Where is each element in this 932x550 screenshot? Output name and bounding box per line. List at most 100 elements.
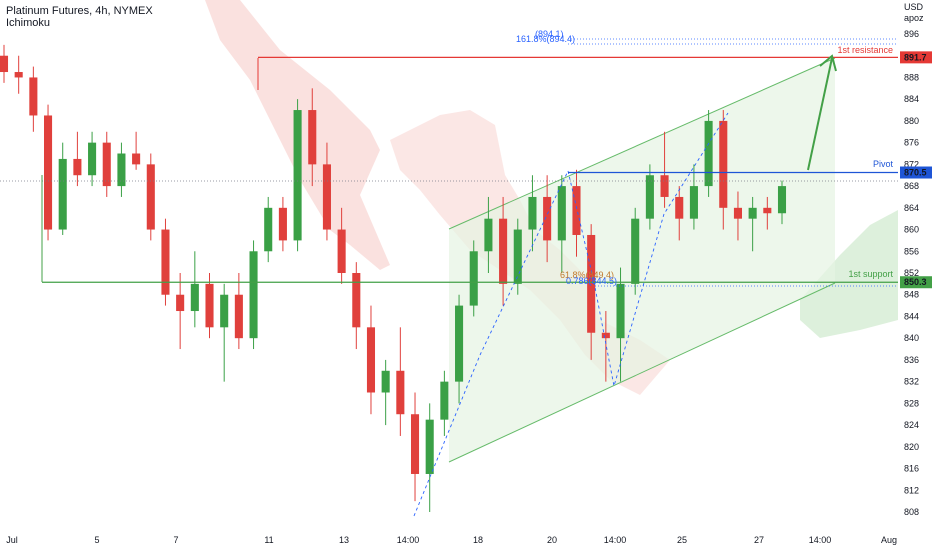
y-tick-label: 856: [904, 246, 919, 256]
x-tick-label: 5: [94, 535, 99, 545]
candle-body: [146, 164, 155, 230]
candle-body: [469, 251, 478, 306]
candle-body: [689, 186, 698, 219]
channel-lower-line: [448, 282, 836, 463]
channel-upper-line: [448, 57, 836, 230]
x-tick-label: 14:00: [604, 535, 627, 545]
candle-body: [102, 142, 111, 187]
y-tick-label: 808: [904, 507, 919, 517]
candle-body: [748, 207, 757, 219]
candle-body: [73, 158, 82, 176]
x-tick-label: 20: [547, 535, 557, 545]
candle-body: [704, 120, 713, 187]
x-tick-label: 13: [339, 535, 349, 545]
fib-ext-label: 161.8%(894.4): [516, 34, 575, 44]
candle-body: [322, 164, 331, 230]
y-tick-label: 824: [904, 420, 919, 430]
candle-body: [719, 120, 728, 208]
candle-body: [543, 196, 552, 241]
level-overlays: (894.1)161.8%(894.4) 61.8%(849.4)0.786(84…: [0, 29, 898, 517]
candle-body: [777, 186, 787, 214]
y-tick-label: 852: [904, 268, 919, 278]
x-tick-label: 11: [264, 535, 273, 545]
y-tick-label: 812: [904, 485, 919, 495]
x-tick-label: 18: [473, 535, 483, 545]
candle-body: [58, 158, 67, 230]
candle-body: [572, 186, 581, 235]
indicator-label: Ichimoku: [6, 17, 51, 29]
candle-body: [0, 55, 9, 73]
candle-body: [161, 229, 170, 295]
x-tick-label: 27: [754, 535, 764, 545]
fib-zigzag: [413, 112, 729, 517]
y-tick-label: 876: [904, 138, 919, 148]
candle-body: [601, 332, 610, 339]
candle-body: [44, 115, 53, 230]
candle-body: [763, 207, 772, 214]
candle-body: [528, 196, 537, 230]
time-axis[interactable]: Jul 5 7 11 13 14:00 18 20 14:00 25 27 14:00 Aug: [6, 535, 897, 545]
candle-body: [220, 294, 229, 328]
y-tick-label: 884: [904, 94, 919, 104]
pivot-name-label: Pivot: [873, 159, 894, 169]
resistance-price-tag-bg: [900, 51, 932, 64]
candle-body: [337, 229, 346, 273]
x-tick-label: 25: [677, 535, 687, 545]
y-tick-label: 816: [904, 464, 919, 474]
y-tick-label: 848: [904, 290, 919, 300]
cloud-bullish-region: [800, 210, 898, 338]
pivot-price-tag-bg: [900, 166, 932, 179]
y-tick-label: 820: [904, 442, 919, 452]
candle-body: [264, 207, 273, 252]
candle-body: [587, 234, 596, 333]
axis-currency-sub: apoz: [904, 13, 924, 23]
candlestick-series: [0, 44, 787, 512]
axis-currency: USD: [904, 2, 924, 12]
candle-body: [308, 110, 317, 165]
candle-body: [190, 283, 199, 312]
candle-body: [234, 294, 243, 339]
fib-ext-short-label: (894.1): [535, 29, 564, 39]
projection-arrow-head: [819, 54, 837, 72]
candle-body: [557, 186, 566, 241]
ascending-channel: [448, 57, 836, 463]
resistance-price-tag: 891.7: [904, 52, 927, 62]
y-tick-label: 828: [904, 398, 919, 408]
candle-body: [14, 72, 23, 78]
candle-body: [616, 283, 625, 339]
y-tick-label: 844: [904, 311, 919, 321]
fib-retr-b-label: 0.786(844.5): [566, 276, 617, 286]
candle-body: [410, 414, 420, 474]
x-tick-label: 14:00: [397, 535, 420, 545]
candle-body: [425, 419, 434, 474]
y-tick-label: 864: [904, 203, 919, 213]
y-tick-label: 872: [904, 159, 919, 169]
projection-arrow: [807, 57, 833, 171]
candle-body: [675, 196, 684, 219]
candle-body: [249, 251, 258, 339]
candle-body: [381, 370, 390, 393]
candle-body: [176, 294, 185, 312]
support-name-label: 1st support: [848, 269, 893, 279]
candle-body: [455, 305, 464, 382]
pivot-price-tag: 870.5: [904, 168, 927, 178]
x-tick-label: 14:00: [809, 535, 832, 545]
candle-body: [366, 327, 376, 393]
candle-body: [484, 218, 493, 252]
y-tick-label: 860: [904, 225, 919, 235]
fib-retr-a-label: 61.8%(849.4): [560, 270, 614, 280]
candle-body: [631, 218, 640, 284]
x-tick-label: Aug: [881, 535, 897, 545]
y-tick-label: 888: [904, 72, 919, 82]
chart-title: Platinum Futures, 4h, NYMEX: [6, 5, 153, 17]
price-axis[interactable]: USDapoz896892888884880876872868864860856…: [900, 2, 932, 517]
y-tick-label: 832: [904, 377, 919, 387]
candle-body: [733, 207, 742, 219]
candle-body: [352, 273, 361, 328]
candle-body: [278, 207, 287, 241]
candle-body: [440, 381, 449, 420]
resistance-name-label: 1st resistance: [837, 45, 893, 55]
y-tick-label: 880: [904, 116, 919, 126]
candle-body: [645, 175, 654, 219]
